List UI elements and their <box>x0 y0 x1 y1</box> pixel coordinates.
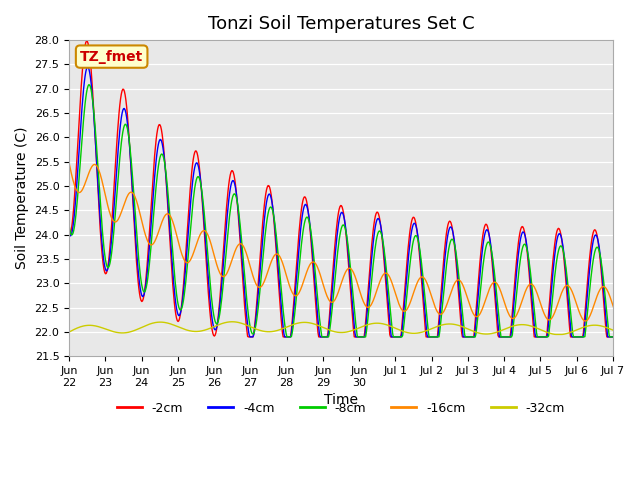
Legend: -2cm, -4cm, -8cm, -16cm, -32cm: -2cm, -4cm, -8cm, -16cm, -32cm <box>112 396 570 420</box>
Title: Tonzi Soil Temperatures Set C: Tonzi Soil Temperatures Set C <box>208 15 474 33</box>
X-axis label: Time: Time <box>324 393 358 407</box>
Text: TZ_fmet: TZ_fmet <box>80 49 143 63</box>
Y-axis label: Soil Temperature (C): Soil Temperature (C) <box>15 127 29 269</box>
